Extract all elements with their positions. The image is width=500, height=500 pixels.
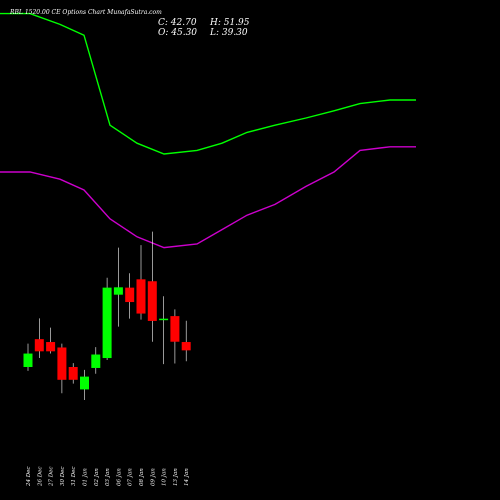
candle-body [34,339,44,352]
candle-body [113,287,123,295]
bands-layer [0,12,416,249]
x-tick-label: 08 Jan [139,468,145,486]
low-value: L: 39.30 [210,28,248,38]
high-value: H: 51.95 [210,18,250,28]
candle-body [91,354,101,368]
x-tick-label: 13 Jan [173,468,179,486]
chart-title: RBL 1520.00 CE Options Chart MunafaSutra… [10,9,162,16]
close-value: C: 42.70 [158,18,197,28]
x-tick-label: 02 Jan [94,468,100,486]
band-upper-line [0,12,416,155]
candle-body [125,287,135,303]
x-tick-label: 09 Jan [150,468,156,486]
x-tick-label: 24 Dec [26,467,32,488]
x-tick-label: 06 Jan [116,468,122,486]
candle-body [147,281,157,321]
candle-body [102,287,112,359]
open-value: O: 45.30 [158,28,198,38]
x-tick-label: 31 Dec [71,467,77,487]
x-tick-label: 07 Jan [128,468,134,486]
x-tick-label: 01 Jan [83,468,89,486]
candles-layer [23,231,191,400]
x-tick-label: 26 Dec [37,467,43,488]
candle-body [136,279,146,314]
band-lower-line [0,146,416,249]
candle-body [68,367,78,380]
candle-body [181,342,191,351]
candle-body [159,318,169,321]
x-tick-label: 14 Jan [184,468,190,486]
candle-body [170,316,180,342]
x-axis: 24 Dec 26 Dec 27 Dec 30 Dec 31 Dec 01 Jan 02 J… [26,467,190,488]
candle-body [23,353,33,367]
x-tick-label: 27 Dec [49,467,55,488]
x-tick-label: 10 Jan [162,468,168,486]
candle-body [80,376,89,390]
x-tick-label: 30 Dec [60,467,66,487]
candle-body [57,347,67,380]
candle-body [46,342,56,352]
x-tick-label: 03 Jan [105,468,111,486]
